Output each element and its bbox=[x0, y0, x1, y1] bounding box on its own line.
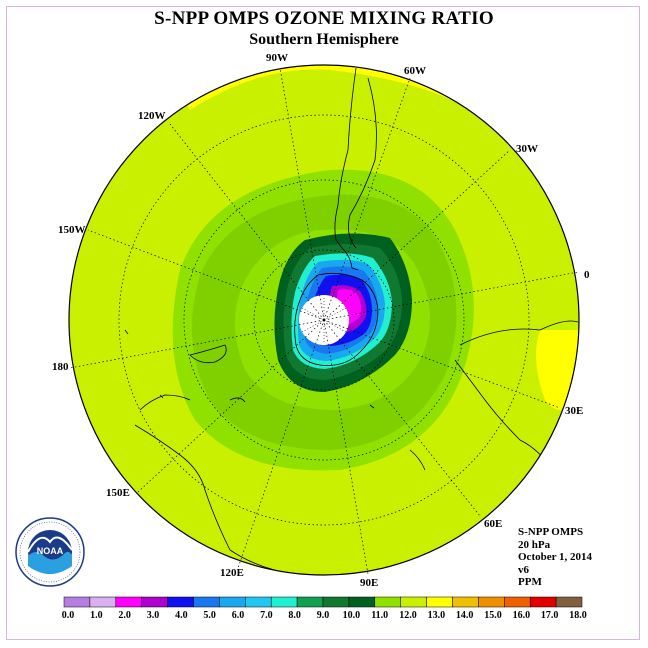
colorbar-box bbox=[167, 596, 194, 608]
colorbar-tick-label: 1.0 bbox=[90, 610, 103, 621]
info-units: PPM bbox=[518, 576, 542, 588]
colorbar-tick-label: 10.0 bbox=[343, 610, 361, 621]
colorbar-box bbox=[555, 596, 583, 608]
lon-label-0: 0 bbox=[584, 269, 590, 281]
info-block: S-NPP OMPS 20 hPa October 1, 2014 v6 PPM bbox=[518, 526, 592, 589]
colorbar-tick-label: 11.0 bbox=[371, 610, 388, 621]
graticule bbox=[69, 67, 579, 575]
colorbar-tick-label: 6.0 bbox=[232, 610, 245, 621]
colorbar-box bbox=[529, 596, 557, 608]
colorbar-tick-label: 17.0 bbox=[541, 610, 559, 621]
lon-label-60w: 60W bbox=[404, 65, 426, 77]
colorbar-tick-label: 18.0 bbox=[569, 610, 587, 621]
colorbar-tick-label: 8.0 bbox=[288, 610, 301, 621]
colorbar-tick-label: 3.0 bbox=[147, 610, 160, 621]
colorbar-box bbox=[452, 596, 479, 608]
colorbar-tick-label: 16.0 bbox=[513, 610, 531, 621]
colorbar-box bbox=[296, 596, 324, 608]
colorbar-tick-label: 5.0 bbox=[203, 610, 216, 621]
lon-label-120e: 120E bbox=[220, 567, 244, 579]
colorbar-box bbox=[374, 596, 401, 608]
info-version: v6 bbox=[518, 563, 529, 576]
map-title: S-NPP OMPS OZONE MIXING RATIO bbox=[154, 8, 494, 29]
pole-graticule bbox=[301, 296, 347, 344]
lon-label-150e: 150E bbox=[106, 487, 130, 499]
colorbar-box bbox=[245, 596, 272, 608]
lon-label-150w: 150W bbox=[58, 224, 86, 236]
colorbar-box bbox=[115, 596, 142, 608]
colorbar-box bbox=[89, 596, 117, 608]
lon-label-90w: 90W bbox=[266, 52, 288, 64]
colorbar-tick-label: 13.0 bbox=[428, 610, 446, 621]
colorbar-box bbox=[193, 596, 220, 608]
map-boundary bbox=[68, 64, 580, 576]
colorbar-tick-label: 12.0 bbox=[399, 610, 417, 621]
colorbar-box bbox=[141, 596, 168, 608]
coastlines bbox=[124, 67, 579, 575]
colorbar-box bbox=[322, 596, 350, 608]
info-instrument: S-NPP OMPS bbox=[518, 526, 584, 538]
colorbar-tick-label: 7.0 bbox=[260, 610, 273, 621]
figure-frame bbox=[6, 6, 640, 640]
colorbar-box bbox=[504, 596, 531, 608]
lon-label-60e: 60E bbox=[484, 518, 502, 530]
colorbar-box bbox=[270, 596, 298, 608]
colorbar-boxes bbox=[63, 596, 583, 608]
colorbar-tick-label: 15.0 bbox=[484, 610, 502, 621]
info-level: 20 hPa bbox=[518, 538, 551, 551]
colorbar-tick-label: 14.0 bbox=[456, 610, 474, 621]
colorbar-tick-label: 4.0 bbox=[175, 610, 188, 621]
lon-label-90e: 90E bbox=[360, 577, 378, 589]
colorbar-ticks: 0.0 1.0 2.0 3.0 4.0 5.0 6.0 7.0 8.0 9.0 10.0 11.0 12… bbox=[62, 610, 587, 621]
lon-label-30e: 30E bbox=[565, 405, 583, 417]
colorbar-tick-label: 0.0 bbox=[62, 610, 75, 621]
colorbar-box bbox=[426, 596, 453, 608]
colorbar-box bbox=[219, 596, 246, 608]
colorbar-box bbox=[400, 596, 427, 608]
noaa-logo: NOAA bbox=[15, 517, 85, 587]
lon-label-120w: 120W bbox=[138, 110, 166, 122]
lon-label-180: 180 bbox=[52, 361, 69, 373]
colorbar-tick-label: 2.0 bbox=[118, 610, 131, 621]
lon-label-30w: 30W bbox=[516, 143, 538, 155]
colorbar-tick-label: 9.0 bbox=[317, 610, 330, 621]
colorbar-box bbox=[478, 596, 505, 608]
map-subtitle: Southern Hemisphere bbox=[249, 31, 399, 48]
colorbar-box bbox=[63, 596, 91, 608]
colorbar-box bbox=[348, 596, 376, 608]
noaa-logo-text: NOAA bbox=[37, 546, 64, 556]
info-date: October 1, 2014 bbox=[518, 551, 593, 563]
